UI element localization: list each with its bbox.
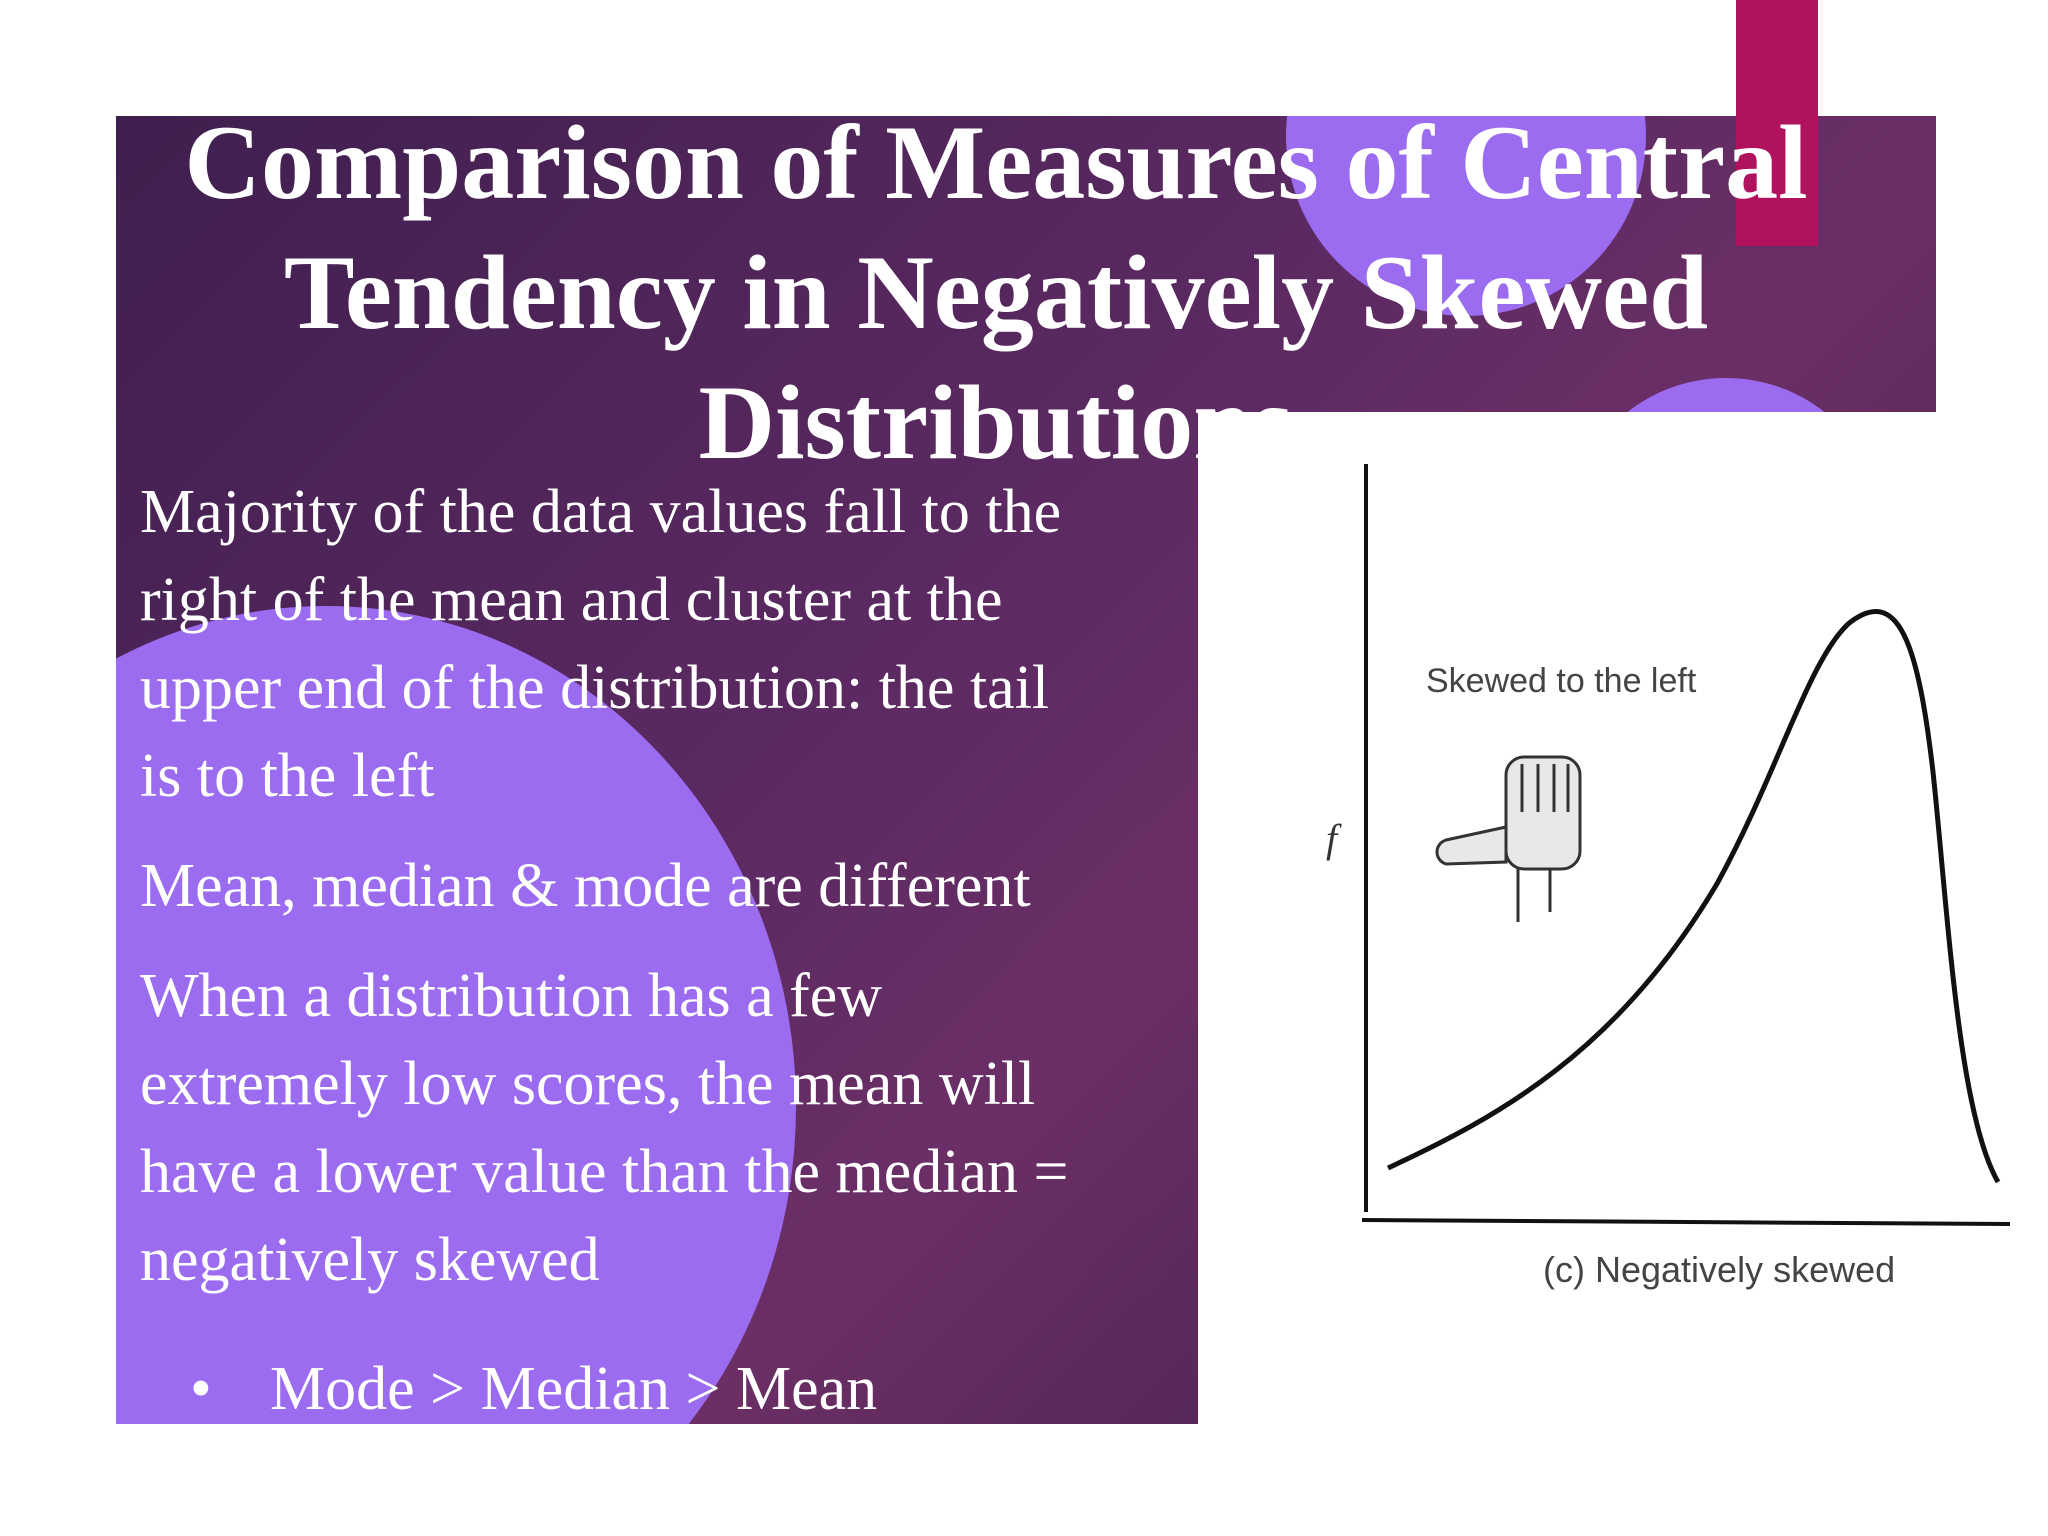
thumb-left-icon <box>1435 755 1582 922</box>
slide-title: Comparison of Measures of Central Tenden… <box>184 104 1808 481</box>
body-text: Majority of the data values fall to the … <box>140 468 1080 1326</box>
bullet-item: • Mode > Median > Mean <box>190 1345 877 1433</box>
y-axis-label: f <box>1326 816 1342 861</box>
paragraph-different: Mean, median & mode are different <box>140 852 1031 920</box>
figure-caption: (c) Negatively skewed <box>1543 1249 1895 1290</box>
skew-figure: Skewed to the left f (c) Negatively skew… <box>1198 412 2048 1424</box>
annotation-skewed-left: Skewed to the left <box>1426 662 1697 700</box>
accent-bar <box>1736 0 1818 246</box>
paragraph-majority: Majority of the data values fall to the … <box>140 478 1062 810</box>
distribution-curve <box>1386 609 2001 1184</box>
bullet-dot-icon: • <box>190 1355 212 1423</box>
paragraph-low-scores: When a distribution has a few extremely … <box>140 962 1069 1294</box>
x-axis <box>1361 1218 2011 1226</box>
bullet-text: Mode > Median > Mean <box>270 1355 878 1423</box>
skew-diagram: Skewed to the left f (c) Negatively skew… <box>1326 464 2011 1290</box>
